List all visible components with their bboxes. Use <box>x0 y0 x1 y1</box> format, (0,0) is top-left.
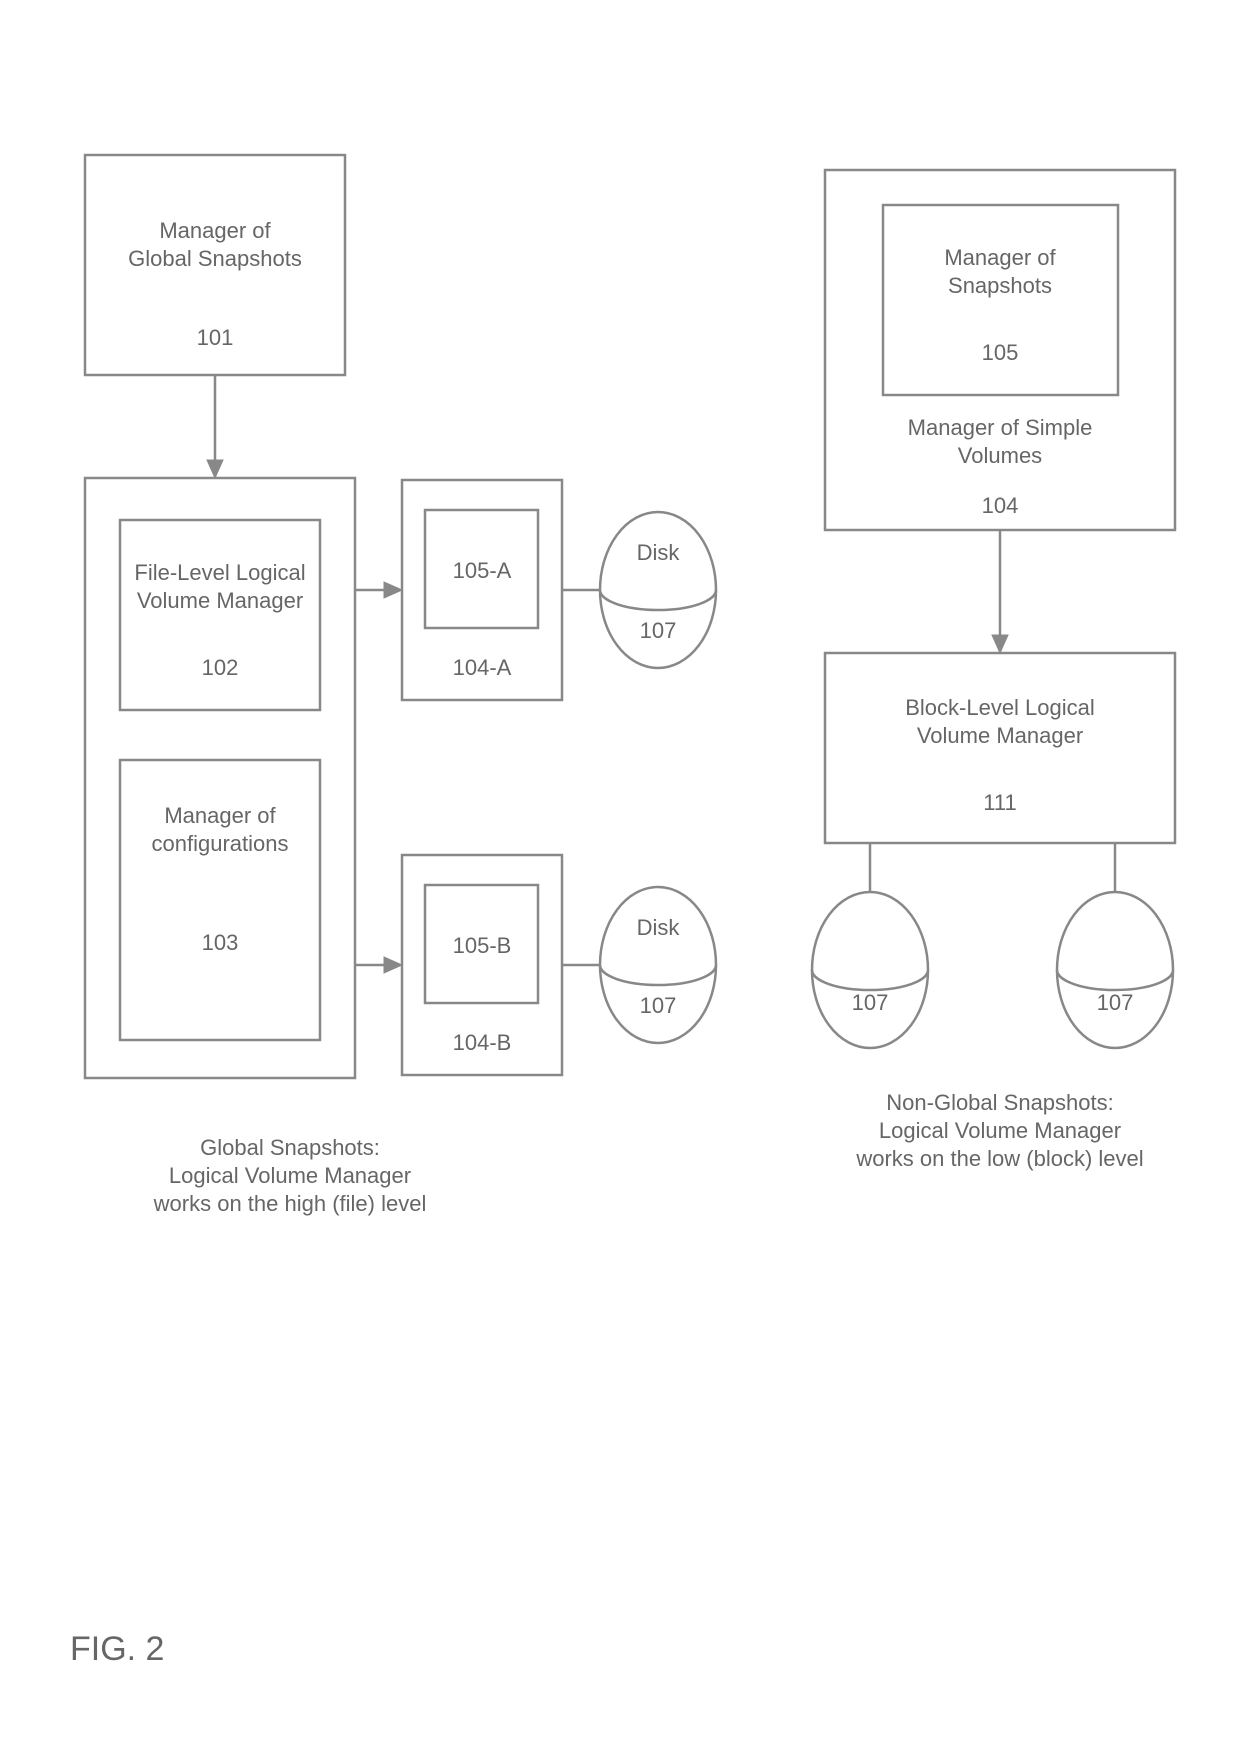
node-104-ref: 104 <box>982 493 1019 518</box>
left-caption-line1: Global Snapshots: <box>200 1135 380 1160</box>
node-105B-ref: 105-B <box>453 933 512 958</box>
arrowhead-to-104A <box>384 582 402 598</box>
node-105A-ref: 105-A <box>453 558 512 583</box>
node-104-line2: Volumes <box>958 443 1042 468</box>
right-caption-line1: Non-Global Snapshots: <box>886 1090 1113 1115</box>
node-111-line2: Volume Manager <box>917 723 1083 748</box>
disk-B-label: Disk <box>637 915 681 940</box>
diagram-canvas: Manager of Global Snapshots 101 File-Lev… <box>0 0 1240 1751</box>
node-104-line1: Manager of Simple <box>908 415 1093 440</box>
node-104B-ref: 104-B <box>453 1030 512 1055</box>
disk-107-right <box>1057 892 1173 1048</box>
node-111-line1: Block-Level Logical <box>905 695 1095 720</box>
node-102-line1: File-Level Logical <box>134 560 305 585</box>
node-105 <box>883 205 1118 395</box>
disk-107-left <box>812 892 928 1048</box>
node-102-line2: Volume Manager <box>137 588 303 613</box>
disk-A <box>600 512 716 668</box>
node-101-ref: 101 <box>197 325 234 350</box>
disk-B-ref: 107 <box>640 993 677 1018</box>
node-102 <box>120 520 320 710</box>
left-caption-line3: works on the high (file) level <box>153 1191 427 1216</box>
node-105-ref: 105 <box>982 340 1019 365</box>
disk-A-label: Disk <box>637 540 681 565</box>
arrowhead-101-to-102 <box>207 460 223 478</box>
figure-label: FIG. 2 <box>70 1630 164 1668</box>
disk-B <box>600 887 716 1043</box>
node-103-line1: Manager of <box>164 803 276 828</box>
disk-107-right-ref: 107 <box>1097 990 1134 1015</box>
disk-107-left-ref: 107 <box>852 990 889 1015</box>
node-101-line1: Manager of <box>159 218 271 243</box>
node-105-line1: Manager of <box>944 245 1056 270</box>
node-111-ref: 111 <box>983 790 1016 815</box>
left-caption-line2: Logical Volume Manager <box>169 1163 411 1188</box>
node-103-line2: configurations <box>152 831 289 856</box>
right-caption-line3: works on the low (block) level <box>855 1146 1143 1171</box>
node-103 <box>120 760 320 1040</box>
arrowhead-104-to-111 <box>992 635 1008 653</box>
arrowhead-to-104B <box>384 957 402 973</box>
node-105-line2: Snapshots <box>948 273 1052 298</box>
node-104A-ref: 104-A <box>453 655 512 680</box>
node-102-ref: 102 <box>202 655 239 680</box>
node-101-line2: Global Snapshots <box>128 246 302 271</box>
right-caption-line2: Logical Volume Manager <box>879 1118 1121 1143</box>
disk-A-ref: 107 <box>640 618 677 643</box>
node-103-ref: 103 <box>202 930 239 955</box>
